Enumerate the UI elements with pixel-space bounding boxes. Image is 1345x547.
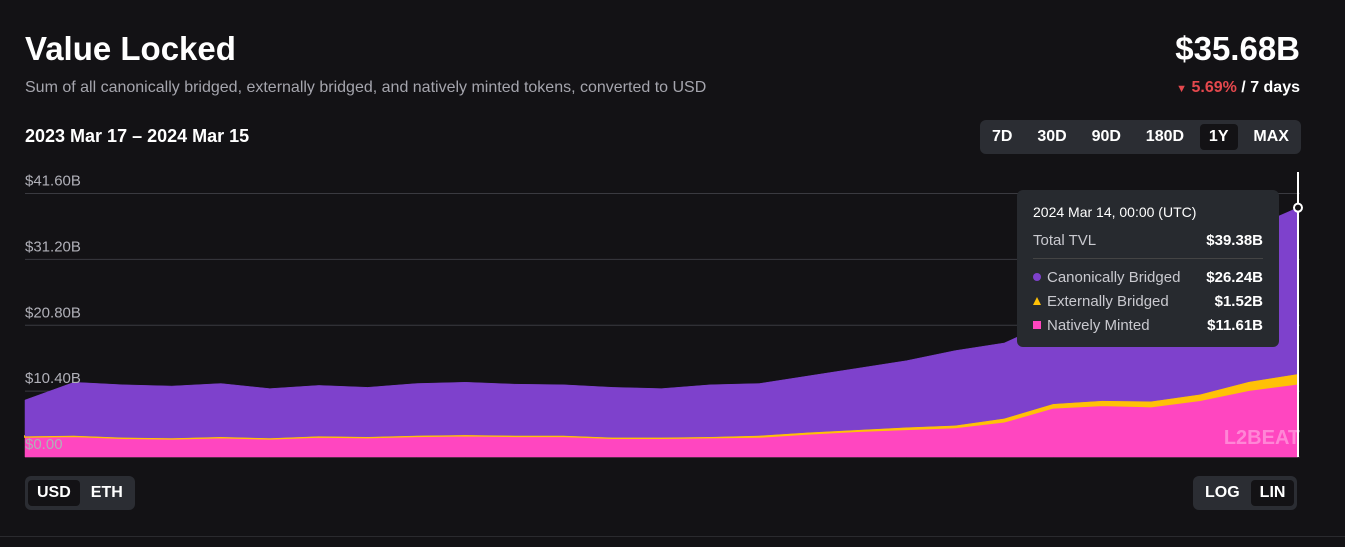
- series-value: $11.61B: [1207, 316, 1263, 334]
- toggle-button[interactable]: 30D: [1037, 128, 1067, 145]
- series-name: Canonically Bridged: [1047, 268, 1181, 286]
- toggle-button[interactable]: 1Y: [1199, 124, 1238, 150]
- series-value: $26.24B: [1206, 268, 1263, 286]
- date-range: 2023 Mar 17 – 2024 Mar 15: [25, 126, 250, 146]
- series-icon: [1033, 321, 1041, 329]
- tooltip-total: Total TVL $39.38B: [1033, 228, 1263, 259]
- series-label: Canonically Bridged: [1033, 269, 1180, 286]
- y-tick-label: $10.40B: [25, 370, 81, 387]
- series-name: Natively Minted: [1047, 316, 1150, 334]
- toggle-button[interactable]: 7D: [992, 128, 1013, 145]
- range-selector: 7D 30D 90D 180D 1Y MAX: [980, 120, 1301, 154]
- toggle-button[interactable]: 90D: [1091, 128, 1121, 145]
- series-value: $1.52B: [1214, 292, 1263, 310]
- y-tick-label: $31.20B: [25, 238, 81, 255]
- series-label: Externally Bridged: [1033, 293, 1169, 310]
- unit-selector: USD ETH: [25, 476, 135, 510]
- tooltip-row: Canonically Bridged $26.24B: [1033, 265, 1263, 289]
- tooltip-rows: Canonically Bridged $26.24B Externally Bri…: [1033, 265, 1263, 337]
- change-percent: 5.69%: [1191, 79, 1237, 96]
- divider: [0, 536, 1345, 537]
- y-tick-label: $41.60B: [25, 173, 81, 190]
- series-icon: [1033, 273, 1041, 281]
- series-label: Natively Minted: [1033, 317, 1150, 334]
- scale-selector: LOG LIN: [1193, 476, 1298, 510]
- toggle-button[interactable]: MAX: [1253, 128, 1289, 145]
- toggle-button[interactable]: USD: [28, 480, 80, 506]
- series-name: Externally Bridged: [1047, 292, 1169, 310]
- total-value: $39.38B: [1206, 231, 1263, 249]
- change-period: / 7 days: [1241, 79, 1300, 96]
- toggle-button[interactable]: ETH: [90, 484, 123, 501]
- down-arrow: ▼: [1176, 83, 1188, 95]
- total-value: $35.68B: [1175, 30, 1300, 67]
- series-icon: [1033, 297, 1041, 305]
- tooltip-title: 2024 Mar 14, 00:00 (UTC): [1033, 204, 1197, 220]
- title: Value Locked: [25, 30, 236, 67]
- total-label: Total TVL: [1033, 231, 1097, 249]
- tooltip: 2024 Mar 14, 00:00 (UTC) Total TVL $39.3…: [1017, 190, 1279, 347]
- toggle-button[interactable]: 180D: [1145, 128, 1185, 145]
- tooltip-row: Natively Minted $11.61B: [1033, 313, 1263, 337]
- watermark: L2BEAT: [1224, 427, 1300, 449]
- change: ▼ 5.69% / 7 days: [1176, 79, 1300, 97]
- toggle-button[interactable]: LIN: [1250, 480, 1295, 506]
- y-tick-label: $20.80B: [25, 304, 81, 321]
- subtitle: Sum of all canonically bridged, external…: [25, 79, 707, 96]
- y-tick-label: $0.00: [25, 436, 63, 453]
- toggle-button[interactable]: LOG: [1205, 484, 1240, 501]
- cursor-dot: [1293, 202, 1303, 213]
- tooltip-row: Externally Bridged $1.52B: [1033, 289, 1263, 313]
